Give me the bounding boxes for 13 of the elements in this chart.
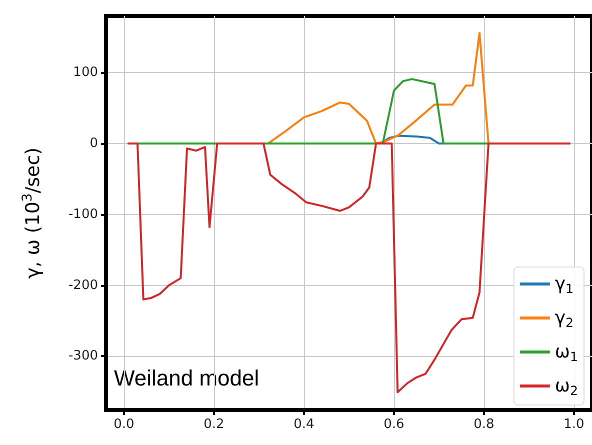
y-tick-label: 100 <box>73 65 98 80</box>
x-tick-label: 0.6 <box>384 417 404 432</box>
y-tick-label: -100 <box>68 206 98 222</box>
y-tick-label: 0 <box>90 136 98 152</box>
x-tick-label: 0.8 <box>474 417 494 432</box>
y-tick-label: -300 <box>68 348 98 364</box>
annotation: Weiland model <box>114 366 260 390</box>
x-tick-label: 0.0 <box>114 417 134 432</box>
y-tick-label: -200 <box>68 278 98 293</box>
x-tick-label: 1.0 <box>564 417 584 432</box>
x-tick-label: 0.2 <box>204 417 224 432</box>
y-axis-title: γ, ω (103/sec) <box>20 147 44 279</box>
x-tick-label: 0.4 <box>294 417 314 432</box>
